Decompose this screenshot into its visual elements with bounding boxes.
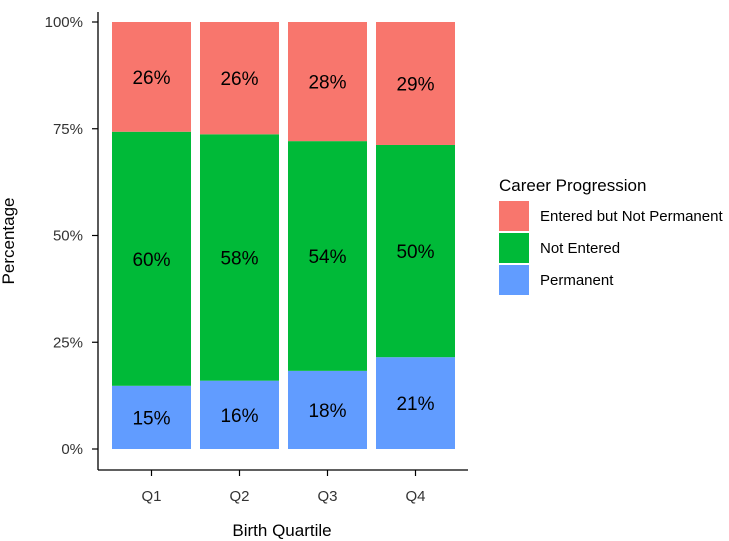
bar-segment-permanent (200, 380, 279, 449)
legend-title: Career Progression (499, 176, 646, 195)
y-tick-label: 0% (61, 441, 83, 458)
x-tick-label: Q3 (317, 488, 337, 505)
bar-value-label: 29% (396, 74, 434, 95)
bar-value-label: 28% (308, 73, 346, 94)
y-tick-label: 100% (45, 14, 83, 31)
legend-swatch-entered-but-not-permanent (499, 201, 529, 231)
bar-value-label: 16% (220, 406, 258, 427)
bar-value-label: 21% (396, 394, 434, 415)
y-tick-label: 25% (53, 334, 83, 351)
bar-segment-not-entered (200, 134, 279, 381)
legend: Career Progression Entered but Not Perma… (499, 176, 723, 295)
x-axis-title: Birth Quartile (232, 521, 331, 540)
legend-label: Permanent (540, 272, 614, 289)
bar-segment-permanent (112, 385, 191, 449)
legend-swatch-not-entered (499, 233, 529, 263)
bar-value-label: 26% (132, 68, 170, 89)
bar-value-label: 58% (220, 248, 258, 269)
bar-segment-permanent (376, 357, 455, 449)
y-ticks: 0% 25% 50% 75% 100% (45, 14, 98, 458)
bar-value-label: 15% (132, 408, 170, 429)
bar-segment-not-entered (112, 131, 191, 386)
bar-value-label: 54% (308, 247, 346, 268)
bar-segment-entered-but-not-permanent (376, 22, 455, 145)
bar-value-label: 18% (308, 401, 346, 422)
y-tick-label: 50% (53, 228, 83, 245)
bar-segment-permanent (288, 370, 367, 449)
x-tick-label: Q1 (141, 488, 161, 505)
y-axis-title: Percentage (0, 198, 18, 285)
legend-swatch-permanent (499, 265, 529, 295)
bar-value-label: 60% (132, 250, 170, 271)
bar-segment-entered-but-not-permanent (112, 22, 191, 132)
bar-segment-not-entered (376, 144, 455, 358)
bar-segment-entered-but-not-permanent (200, 22, 279, 135)
legend-label: Not Entered (540, 240, 620, 257)
plot-area: 0% 25% 50% 75% 100% 15% 60% 26% 16% 58% 26% 18% 54%… (45, 12, 468, 505)
x-tick-label: Q2 (229, 488, 249, 505)
legend-label: Entered but Not Permanent (540, 208, 723, 225)
bar-value-label: 26% (220, 69, 258, 90)
bar-segment-not-entered (288, 141, 367, 371)
bars: 15% 60% 26% 16% 58% 26% 18% 54% 28% 21% 50% 29% (112, 22, 455, 449)
bar-value-label: 50% (396, 242, 434, 263)
x-ticks: Q1 Q2 Q3 Q4 (141, 470, 426, 505)
x-tick-label: Q4 (405, 488, 425, 505)
y-tick-label: 75% (53, 121, 83, 138)
bar-segment-entered-but-not-permanent (288, 22, 367, 142)
